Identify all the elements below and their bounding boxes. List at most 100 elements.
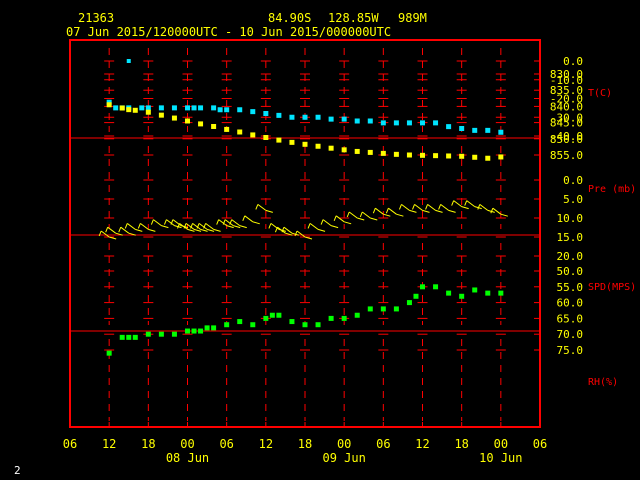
wind-barb-tail (330, 225, 339, 229)
wind-barb-shaft (198, 222, 208, 230)
humidity-point (367, 306, 373, 312)
wind-barb-shaft (348, 211, 358, 219)
temperature-point (250, 109, 256, 115)
humidity-point (185, 328, 190, 334)
wind-barb-flag (163, 219, 167, 225)
pressure-point (250, 132, 256, 138)
x-tick-label: 06 (533, 437, 547, 451)
y-tick-label: -10.0 (550, 74, 583, 87)
temperature-point (341, 116, 347, 122)
pressure-point (367, 149, 373, 155)
temperature-point (302, 114, 308, 120)
y-tick-label: 830.0 (550, 68, 583, 81)
wind-barb-tail (461, 206, 469, 210)
x-tick-label: 00 (180, 437, 194, 451)
wind-barb-shaft (172, 219, 182, 227)
temperature-point (145, 105, 151, 111)
pressure-point (224, 126, 230, 132)
humidity-point (250, 322, 256, 328)
temperature-point (354, 118, 360, 124)
plot-frame (69, 39, 541, 428)
humidity-point (211, 325, 217, 331)
pressure-point (171, 115, 177, 121)
pressure-point (406, 152, 412, 158)
wind-barb-tail (357, 217, 365, 221)
wind-barb-flag (333, 215, 337, 221)
wind-barb-flag (216, 219, 220, 225)
temperature-point (171, 105, 177, 111)
humidity-point (393, 306, 399, 312)
humidity-point (263, 315, 269, 321)
pressure-point (315, 143, 321, 149)
humidity-point (302, 322, 308, 328)
wind-barb-shaft (205, 222, 214, 230)
wind-barb-tail (115, 232, 123, 236)
wind-barb-flag (346, 211, 350, 218)
humidity-point (472, 287, 478, 293)
wind-barb-shaft (257, 203, 267, 211)
wind-barb-flag (398, 204, 402, 210)
wind-barb-flag (320, 219, 324, 225)
wind-barb-tail (161, 225, 169, 229)
humidity-point (328, 315, 334, 321)
humidity-point (145, 331, 151, 337)
wind-barb-tail (239, 225, 247, 229)
y-tick-label: 20.0 (557, 250, 584, 263)
wind-barb-flag (294, 230, 298, 237)
wind-barb-shaft (107, 226, 116, 234)
pressure-point (433, 153, 439, 159)
y-tick-label: 5.0 (563, 193, 583, 206)
temperature-point (446, 124, 452, 130)
temperature-point (113, 105, 119, 111)
humidity-point (406, 300, 412, 306)
time-range: 07 Jun 2015/120000UTC - 10 Jun 2015/0000… (66, 25, 392, 39)
x-tick-label: 00 (494, 437, 508, 451)
wind-barb-shaft (185, 222, 195, 230)
pressure-point (498, 154, 504, 160)
humidity-point (446, 290, 452, 296)
station-id: 21363 (78, 11, 115, 25)
temperature-point (263, 111, 269, 116)
wind-barb-flag (170, 219, 174, 225)
pressure-point (132, 107, 138, 113)
wind-barb-shaft (270, 222, 280, 230)
wind-barb-tail (422, 209, 430, 213)
y-tick-label: 850.0 (550, 133, 583, 146)
latitude: 84.90S (268, 11, 312, 25)
pressure-point (276, 137, 282, 143)
temperature-point (472, 127, 478, 133)
wind-barb-shaft (414, 203, 423, 211)
wind-barb-tail (448, 209, 456, 213)
wind-barb-flag (137, 223, 141, 229)
y-tick-label: 835.0 (550, 84, 583, 97)
humidity-point (413, 293, 419, 299)
wind-barb-shaft (140, 222, 149, 230)
wind-barb-shaft (296, 230, 306, 238)
humidity-point (276, 312, 282, 318)
wind-barb-shaft (100, 230, 110, 238)
wind-barb-tail (109, 236, 117, 240)
wind-barb-flag (150, 219, 154, 225)
pressure-point (237, 129, 243, 135)
pressure-point (393, 151, 399, 157)
wind-barb-tail (409, 209, 417, 213)
wind-barb-flag (177, 223, 180, 229)
x-day-label: 10 Jun (479, 451, 522, 465)
humidity-point (315, 322, 321, 328)
temperature-point (459, 126, 465, 131)
longitude: 128.85W (328, 11, 379, 25)
y-tick-label: 10.0 (557, 212, 584, 225)
wind-barb-flag (203, 223, 207, 229)
pressure-point (302, 141, 308, 147)
wind-barb-shaft (283, 226, 293, 234)
y-tick-label: -40.0 (550, 130, 583, 143)
wind-barb-tail (396, 213, 404, 217)
temperature-point (276, 112, 282, 118)
wind-barb-flag (255, 204, 259, 210)
temperature-point (191, 105, 197, 111)
x-tick-label: 12 (259, 437, 273, 451)
wind-barb-flag (105, 227, 109, 233)
x-tick-label: 06 (63, 437, 77, 451)
temperature-point (315, 114, 321, 120)
wind-barb-shaft (453, 200, 462, 208)
